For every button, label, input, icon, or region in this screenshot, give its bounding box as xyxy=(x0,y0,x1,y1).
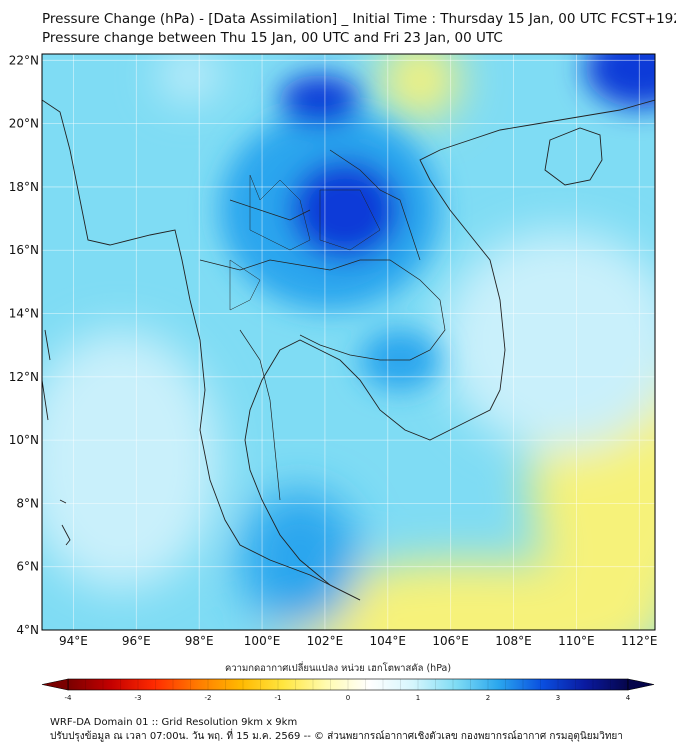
latitude-tick-labels: 22°N 20°N 18°N 16°N 14°N 12°N 10°N 8°N 6°N 4°N xyxy=(9,53,39,637)
plot-frame xyxy=(41,53,656,631)
lat-tick-label: 10°N xyxy=(9,433,39,447)
weak-fall-west xyxy=(42,330,220,590)
lat-tick-label: 22°N xyxy=(9,53,39,67)
colorbar-tick-label: 4 xyxy=(626,694,631,702)
colorbar-tick-label: -4 xyxy=(65,694,73,702)
lon-tick-label: 104°E xyxy=(370,634,407,648)
strong-fall-center xyxy=(290,160,400,260)
coastlines xyxy=(42,99,655,601)
lon-tick-label: 100°E xyxy=(244,634,281,648)
lat-tick-label: 20°N xyxy=(9,117,39,131)
footer-line-2: ปรับปรุงข้อมูล ณ เวลา 07:00น. วัน พฤ. ที… xyxy=(50,731,623,742)
strong-fall-northeast xyxy=(585,54,655,108)
hainan-island xyxy=(544,127,603,186)
colorbar-tick-label: -2 xyxy=(205,694,212,702)
footer-line-1: WRF-DA Domain 01 :: Grid Resolution 9km … xyxy=(50,717,298,728)
nicobar-islands xyxy=(59,499,71,546)
andaman-islands xyxy=(42,329,51,421)
footer: WRF-DA Domain 01 :: Grid Resolution 9km … xyxy=(50,716,623,744)
title-line-1: Pressure Change (hPa) - [Data Assimilati… xyxy=(42,11,676,27)
colorbar-tick-label: -1 xyxy=(275,694,282,702)
map-title: Pressure Change (hPa) - [Data Assimilati… xyxy=(42,10,676,48)
lat-tick-label: 4°N xyxy=(16,623,39,637)
lon-tick-label: 102°E xyxy=(307,634,344,648)
rise-area-north xyxy=(380,54,460,120)
colorbar-tick-label: 3 xyxy=(556,694,560,702)
colorbar-tick-label: -3 xyxy=(135,694,142,702)
country-boundaries xyxy=(199,149,446,501)
colorbar-tick-label: 2 xyxy=(486,694,490,702)
colorbar-extend-low xyxy=(41,678,69,691)
lat-tick-label: 8°N xyxy=(16,496,39,510)
lon-tick-label: 106°E xyxy=(432,634,469,648)
weak-fall-northwest xyxy=(160,54,220,100)
colorbar-tick-label: 0 xyxy=(346,694,350,702)
province-boundaries xyxy=(229,174,381,311)
lat-tick-label: 6°N xyxy=(16,560,39,574)
colorbar-extend-high xyxy=(627,678,655,691)
lat-tick-label: 14°N xyxy=(9,307,39,321)
lon-tick-label: 94°E xyxy=(59,634,88,648)
lat-tick-label: 16°N xyxy=(9,243,39,257)
colorbar-label: ความกดอากาศเปลี่ยนแปลง หน่วย เฮกโตพาสคัล… xyxy=(224,663,452,674)
strong-fall-north xyxy=(280,75,360,125)
lon-tick-label: 112°E xyxy=(621,634,658,648)
lon-tick-label: 96°E xyxy=(122,634,151,648)
lat-tick-label: 12°N xyxy=(9,370,39,384)
pressure-field xyxy=(42,54,655,630)
title-line-2: Pressure change between Thu 15 Jan, 00 U… xyxy=(42,30,503,46)
gulf-and-vietnam-coast xyxy=(244,99,655,601)
lon-tick-label: 98°E xyxy=(185,634,214,648)
rise-area-south xyxy=(270,560,655,630)
longitude-tick-labels: 94°E 96°E 98°E 100°E 102°E 104°E 106°E 108°E 110… xyxy=(59,634,658,648)
graticule xyxy=(42,54,655,630)
west-coastline xyxy=(42,99,361,601)
colorbar-tick-label: 1 xyxy=(416,694,420,702)
lon-tick-label: 110°E xyxy=(558,634,595,648)
weak-fall-east xyxy=(440,230,655,450)
colorbar: -4 -3 -2 -1 0 1 2 3 4 xyxy=(41,678,655,702)
lon-tick-label: 108°E xyxy=(495,634,532,648)
lat-tick-label: 18°N xyxy=(9,180,39,194)
